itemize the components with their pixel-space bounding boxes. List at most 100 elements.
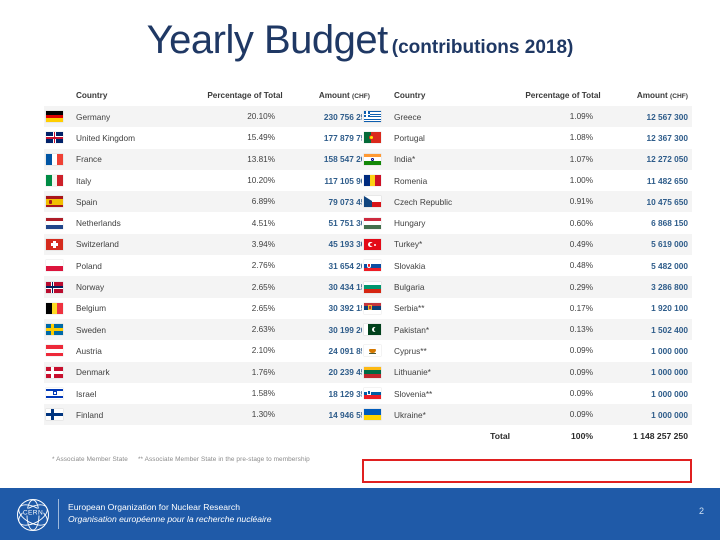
- cell-percentage: 0.48%: [569, 261, 593, 271]
- cell-amount: 31 654 200: [328, 260, 370, 271]
- cell-amount: 12 367 300: [646, 132, 688, 143]
- header-amount-unit: (CHF): [352, 93, 370, 100]
- cell-country: Slovakia: [394, 260, 426, 271]
- flag-pakistan-icon: [362, 319, 392, 340]
- cell-percentage: 6.89%: [251, 197, 275, 207]
- table-row: Poland 2.76% 31 654 200: [44, 255, 374, 277]
- flag-norway-icon: [44, 276, 74, 297]
- total-label: Total: [490, 431, 510, 442]
- flag-czech-republic-icon: [362, 191, 392, 212]
- flag-india-icon: [362, 149, 392, 170]
- flag-portugal-icon: [362, 127, 392, 148]
- cell-country: Czech Republic: [394, 196, 453, 207]
- flag-belgium-icon: [44, 298, 74, 319]
- table-left-body: Germany 20.10% 230 756 250 United Kingdom 15…: [44, 106, 374, 426]
- cell-country: Ukraine*: [394, 409, 426, 420]
- table-row: Slovakia 0.48% 5 482 000: [362, 255, 692, 277]
- cell-amount: 51 751 300: [328, 218, 370, 229]
- page-title: Yearly Budget (contributions 2018): [0, 18, 720, 63]
- cell-amount: 1 000 000: [651, 367, 688, 378]
- cell-country: Italy: [76, 175, 92, 186]
- cell-amount: 5 619 000: [651, 239, 688, 250]
- cell-percentage: 2.65%: [251, 282, 275, 292]
- header-percentage: Percentage of Total: [525, 91, 601, 100]
- table-row: Austria 2.10% 24 091 850: [44, 340, 374, 362]
- cell-amount: 24 091 850: [328, 345, 370, 356]
- table-row: Belgium 2.65% 30 392 150: [44, 297, 374, 319]
- cell-amount: 1 000 000: [651, 388, 688, 399]
- footer-line-french: Organisation européenne pour la recherch…: [68, 514, 272, 525]
- header-country: Country: [394, 91, 426, 100]
- flag-hungary-icon: [362, 212, 392, 233]
- cell-percentage: 3.94%: [251, 239, 275, 249]
- table-row: Spain 6.89% 79 073 450: [44, 191, 374, 213]
- lithuania-highlight-box: [362, 459, 692, 483]
- flag-austria-icon: [44, 340, 74, 361]
- cell-amount: 11 482 650: [646, 175, 688, 186]
- budget-tables: Country Percentage of Total Amount (CHF)…: [0, 88, 720, 483]
- cell-country: Hungary: [394, 218, 426, 229]
- flag-romania-icon: [362, 170, 392, 191]
- table-row: France 13.81% 158 547 200: [44, 148, 374, 170]
- cell-percentage: 10.20%: [247, 176, 275, 186]
- cell-amount: 1 000 000: [651, 345, 688, 356]
- flag-sweden-icon: [44, 319, 74, 340]
- header-amount: Amount (CHF): [606, 88, 692, 106]
- cell-percentage: 4.51%: [251, 218, 275, 228]
- cell-country: Germany: [76, 111, 111, 122]
- table-row: Israel 1.58% 18 129 350: [44, 382, 374, 405]
- cell-country: Portugal: [394, 132, 425, 143]
- total-flag-spacer: [362, 425, 392, 447]
- total-amount: 1 148 257 250: [633, 431, 688, 442]
- flag-italy-icon: [44, 170, 74, 191]
- table-row: Netherlands 4.51% 51 751 300: [44, 212, 374, 234]
- table-header-row: Country Percentage of Total Amount (CHF): [44, 88, 374, 106]
- cell-amount: 45 193 300: [328, 239, 370, 250]
- total-percentage: 100%: [571, 431, 593, 442]
- flag-serbia-icon: [362, 298, 392, 319]
- table-row: Finland 1.30% 14 946 550: [44, 404, 374, 426]
- cern-logo-text: CERN: [23, 509, 43, 516]
- flag-poland-icon: [44, 255, 74, 276]
- table-row: Norway 2.65% 30 434 150: [44, 276, 374, 298]
- flag-united-kingdom-icon: [44, 127, 74, 148]
- cell-amount: 1 000 000: [651, 409, 688, 420]
- header-flag-spacer: [362, 88, 392, 106]
- cell-percentage: 0.91%: [569, 197, 593, 207]
- header-amount-label: Amount: [636, 91, 668, 100]
- table-row: Romenia 1.00% 11 482 650: [362, 169, 692, 192]
- cell-amount: 30 199 200: [328, 324, 370, 335]
- flag-lithuania-icon: [362, 362, 392, 383]
- flag-israel-icon: [44, 383, 74, 404]
- flag-finland-icon: [44, 404, 74, 425]
- cell-country: Sweden: [76, 324, 106, 335]
- header-amount: Amount (CHF): [288, 88, 374, 106]
- table-row: Denmark 1.76% 20 239 450: [44, 361, 374, 383]
- table-row: United Kingdom 15.49% 177 879 750: [44, 127, 374, 149]
- cell-percentage: 13.81%: [247, 154, 275, 164]
- cell-amount: 230 756 250: [323, 111, 370, 122]
- cell-country: United Kingdom: [76, 132, 136, 143]
- cell-amount: 1 920 100: [651, 303, 688, 314]
- cell-percentage: 0.09%: [569, 346, 593, 356]
- table-row: Switzerland 3.94% 45 193 300: [44, 233, 374, 256]
- cell-percentage: 0.09%: [569, 389, 593, 398]
- cell-amount: 3 286 800: [651, 282, 688, 293]
- cell-percentage: 1.08%: [569, 133, 593, 143]
- cell-percentage: 0.49%: [569, 239, 593, 249]
- cell-country: Austria: [76, 345, 102, 356]
- cell-percentage: 0.09%: [569, 367, 593, 377]
- cell-amount: 6 868 150: [651, 218, 688, 229]
- footer-line-english: European Organization for Nuclear Resear…: [68, 502, 240, 512]
- header-flag-spacer: [44, 88, 74, 106]
- cell-country: Slovenia**: [394, 388, 433, 399]
- contributions-table-left: Country Percentage of Total Amount (CHF)…: [44, 88, 374, 426]
- table-row: Lithuanie* 0.09% 1 000 000: [362, 361, 692, 383]
- cell-country: India*: [394, 154, 416, 165]
- cell-country: Romenia: [394, 175, 428, 186]
- flag-turkey-icon: [362, 234, 392, 255]
- cell-country: Pakistan*: [394, 324, 430, 335]
- cell-percentage: 0.13%: [569, 325, 593, 335]
- cell-amount: 12 567 300: [646, 111, 688, 122]
- table-row: Germany 20.10% 230 756 250: [44, 106, 374, 128]
